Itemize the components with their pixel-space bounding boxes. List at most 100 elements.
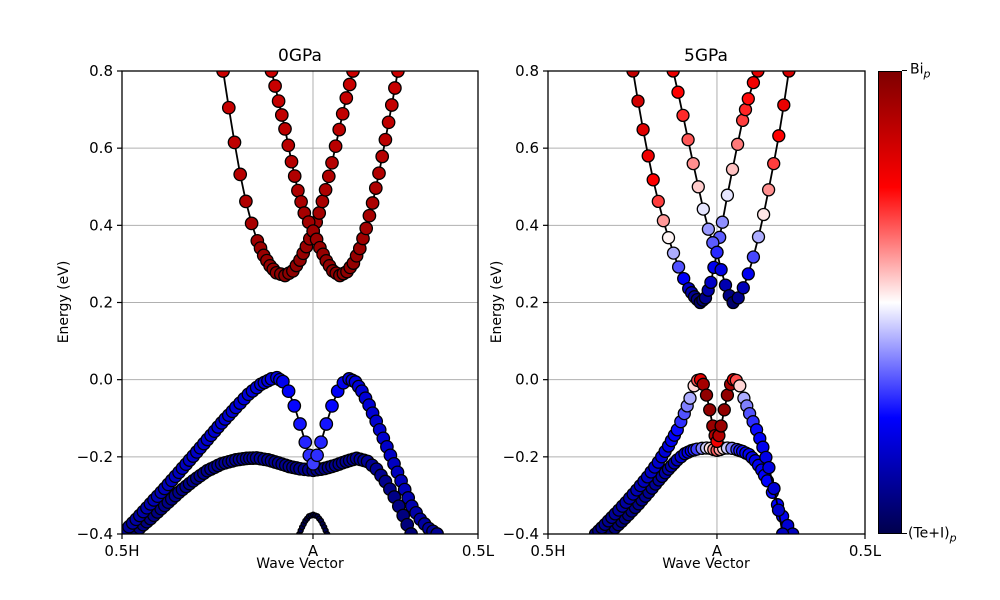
band-marker [239, 194, 253, 209]
x-tick-label: A [712, 542, 723, 560]
band-marker [319, 417, 334, 431]
band-marker [294, 194, 308, 209]
band-marker [761, 183, 776, 197]
y-tick-label: −0.2 [503, 448, 539, 466]
y-tick-label: 0.6 [89, 139, 113, 157]
band-marker [671, 260, 686, 274]
band-marker [321, 169, 336, 184]
y-tick-label: 0.4 [89, 216, 113, 234]
band-marker [671, 85, 685, 99]
band-marker [631, 94, 645, 108]
band-marker [735, 113, 750, 128]
band-marker [661, 231, 676, 245]
y-tick-label: 0.0 [89, 371, 113, 389]
band-marker [733, 379, 747, 393]
band-marker [681, 133, 695, 147]
band-marker [786, 527, 800, 534]
band-marker [325, 399, 339, 413]
band-marker [714, 419, 728, 433]
y-tick-label: −0.4 [77, 525, 113, 543]
band-marker [751, 71, 765, 78]
band-marker [736, 281, 750, 295]
band-marker [388, 81, 402, 95]
x-tick-label: 0.5L [849, 542, 882, 560]
y-tick-label: −0.4 [503, 525, 539, 543]
panel-title-5gpa: 5GPa [684, 46, 728, 66]
band-marker [298, 435, 313, 450]
band-marker [381, 115, 396, 130]
band-marker [666, 246, 681, 260]
band-marker [281, 138, 296, 153]
y-tick-label: 0.2 [515, 294, 539, 312]
band-marker [777, 98, 791, 112]
band-marker [767, 481, 781, 496]
band-marker [378, 132, 393, 147]
x-tick-label: 0.5H [530, 542, 565, 560]
band-marker [278, 122, 292, 136]
band-marker [746, 75, 761, 90]
band-marker [291, 183, 305, 198]
band-marker [717, 403, 731, 417]
colorbar-tick-bottom [902, 533, 907, 535]
band-marker [696, 377, 710, 391]
y-tick-label: 0.8 [515, 62, 539, 80]
band-marker [281, 384, 296, 399]
band-marker [626, 71, 640, 78]
band-marker [271, 94, 286, 108]
band-marker [656, 214, 671, 228]
colorbar-label-bottom-text: (Te+I) [908, 525, 950, 542]
colorbar-label-top-text: Bi [910, 61, 924, 78]
band-marker [287, 169, 302, 183]
band-marker [741, 267, 755, 281]
band-marker [368, 181, 383, 195]
band-marker [738, 102, 753, 117]
band-marker [683, 391, 697, 405]
band-marker [221, 100, 236, 115]
x-axis-label-5gpa: Wave Vector [662, 556, 750, 572]
band-marker [696, 202, 710, 216]
y-tick-label: −0.2 [77, 448, 113, 466]
band-marker [328, 139, 343, 154]
y-tick-label: 0.0 [515, 371, 539, 389]
band-marker [720, 388, 735, 402]
band-marker [342, 77, 357, 92]
band-marker [646, 173, 660, 187]
band-marker [375, 149, 390, 164]
band-marker [310, 448, 324, 463]
band-marker [335, 106, 350, 121]
band-marker [318, 182, 333, 197]
band-marker [771, 503, 786, 517]
band-marker [641, 149, 655, 163]
colorbar-label-bottom-sub: p [949, 531, 957, 545]
band-marker [701, 222, 716, 236]
band-marker [772, 129, 786, 143]
y-axis-label-0gpa: Energy (eV) [56, 260, 72, 344]
band-marker [233, 167, 248, 182]
band-marker [782, 71, 796, 78]
band-marker [359, 221, 374, 236]
band-marker [339, 91, 354, 105]
y-axis-label-5gpa: Energy (eV) [489, 260, 505, 344]
band-marker [312, 206, 327, 220]
band-marker [686, 156, 700, 171]
band-marker [699, 388, 714, 402]
colorbar-label-top-sub: p [923, 67, 931, 81]
bands-group [588, 71, 800, 534]
y-tick-label: 0.8 [89, 62, 113, 80]
bands-group [122, 71, 444, 534]
band-marker [725, 162, 740, 177]
band-marker [384, 98, 399, 112]
x-tick-label: A [308, 542, 319, 560]
band-marker [691, 180, 705, 194]
band-marker [244, 216, 259, 231]
band-marker [284, 154, 299, 169]
band-marker [715, 215, 730, 229]
band-marker [287, 399, 302, 413]
band-marker [676, 108, 690, 123]
colorbar-gradient [879, 72, 901, 533]
band-marker [756, 207, 771, 222]
band-marker [372, 166, 386, 181]
x-tick-label: 0.5L [462, 542, 495, 560]
